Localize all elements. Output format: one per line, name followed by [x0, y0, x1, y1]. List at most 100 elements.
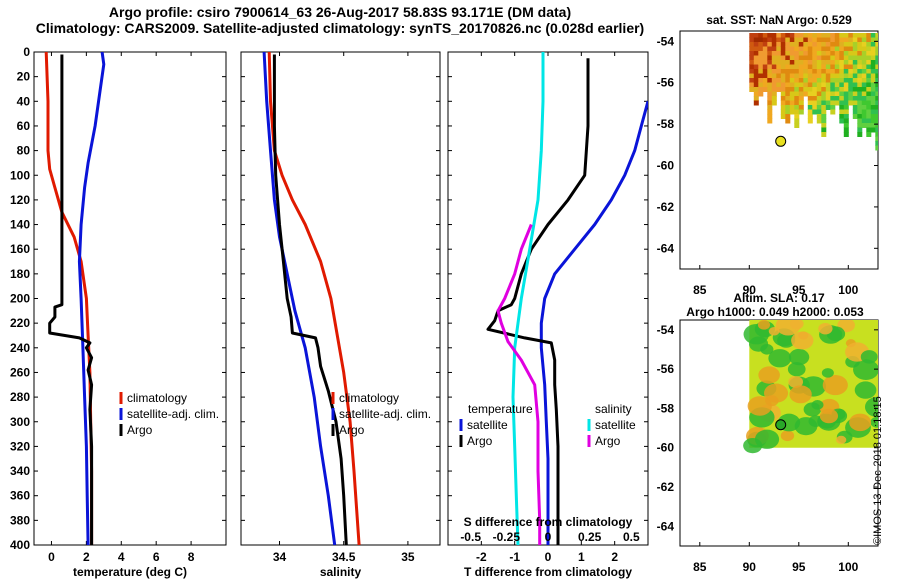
- sst_map-cell: [785, 105, 791, 110]
- sst_map-cell: [852, 33, 858, 38]
- sst_map-cell: [857, 46, 863, 52]
- sst_map-cell: [816, 96, 822, 101]
- sst_map-xtick-label: 95: [792, 283, 806, 297]
- difference-s-tick-label: -0.25: [493, 530, 521, 544]
- depth-tick-label: 240: [10, 341, 30, 355]
- sst_map-cell: [767, 60, 773, 65]
- sst_map-cell: [821, 73, 827, 79]
- sst_map-cell: [875, 87, 878, 92]
- sst-map-title: sat. SST: NaN Argo: 0.529: [706, 13, 852, 27]
- salinity-legend-label: Argo: [339, 423, 365, 437]
- sst_map-cell: [875, 114, 878, 119]
- sst_map-cell: [798, 33, 804, 38]
- sst_map-cell: [834, 73, 840, 79]
- sla_map-argo-marker: [775, 419, 787, 431]
- sst_map-cell: [866, 33, 872, 38]
- sst_map-cell: [866, 91, 872, 97]
- sst_map-cell: [875, 60, 878, 65]
- sst_map-cell: [803, 33, 809, 38]
- sst_map-cell: [767, 87, 773, 92]
- sst_map-cell: [857, 42, 863, 47]
- sla_map-blob: [870, 416, 878, 428]
- sst_map-cell: [870, 82, 876, 88]
- sst_map-cell: [875, 82, 878, 88]
- sst_map-ytick-label: -62: [657, 200, 675, 214]
- sla_map-blob: [818, 322, 833, 335]
- sst_map-cell: [857, 37, 863, 43]
- sst_map-cell: [830, 33, 836, 38]
- sst_map-cell: [821, 33, 827, 38]
- temperature-axes-frame: [33, 51, 227, 546]
- sst_map-cell: [776, 46, 782, 52]
- sst_map-cell: [870, 114, 876, 119]
- difference-s-legend-label: Argo: [595, 434, 621, 448]
- difference-s-tick-label: 0: [545, 530, 552, 544]
- sst_map-cell: [812, 55, 818, 61]
- sst_map-cell: [857, 123, 863, 128]
- sst_map-cell: [852, 114, 858, 119]
- sst_map-cell: [861, 109, 867, 115]
- sst_map-cell: [794, 91, 800, 97]
- sst_map-cell: [762, 33, 768, 38]
- depth-tick-label: 40: [17, 94, 31, 108]
- sst_map-cell: [798, 105, 804, 110]
- sst_map-cell: [852, 73, 858, 79]
- sst_map-cell: [861, 118, 867, 124]
- sst_map-cell: [825, 78, 831, 83]
- sst_map-cell: [848, 69, 854, 74]
- sst_map-cell: [839, 33, 845, 38]
- sst_map-cell: [825, 33, 831, 38]
- sst_map-cell: [875, 118, 878, 124]
- sst_map-cell: [870, 96, 876, 101]
- sst_map-cell: [830, 105, 836, 110]
- sst_map-cell: [870, 46, 876, 52]
- sst_map-cell: [812, 42, 818, 47]
- sst_map-cell: [843, 87, 849, 92]
- sst_map-cell: [753, 82, 759, 88]
- sst_map-cell: [830, 42, 836, 47]
- sst_map-cell: [771, 73, 777, 79]
- sst_map-cell: [794, 37, 800, 43]
- sst_map-cell: [821, 109, 827, 115]
- sst_map-cell: [834, 96, 840, 101]
- sst_map-cell: [866, 42, 872, 47]
- sst_map-cell: [834, 55, 840, 61]
- sst_map-cell: [803, 64, 809, 70]
- difference-series-salinity-satellite: [511, 52, 545, 545]
- sst_map-cell: [758, 78, 764, 83]
- sst_map-cell: [780, 37, 786, 43]
- sst_map-cell: [825, 51, 831, 56]
- temperature-xlabel: temperature (deg C): [73, 565, 187, 579]
- sst_map-cell: [794, 123, 800, 128]
- sst_map-cell: [794, 64, 800, 70]
- sst_map-cell: [771, 96, 777, 101]
- temperature-xtick-label: 4: [118, 550, 125, 564]
- sst_map-cell: [807, 114, 813, 119]
- sst_map-cell: [758, 69, 764, 74]
- sst_map-cell: [807, 87, 813, 92]
- difference-s-tick-label: 0.5: [623, 530, 640, 544]
- sst_map-cell: [767, 100, 773, 106]
- sst_map-cell: [861, 78, 867, 83]
- sst_map-cell: [789, 96, 795, 101]
- sla_map-blob: [789, 385, 812, 404]
- sst_map-cell: [843, 55, 849, 61]
- sst_map-cell: [848, 91, 854, 97]
- sst_map-cell: [861, 37, 867, 43]
- sst_map-cell: [834, 60, 840, 65]
- sst_map-cell: [794, 100, 800, 106]
- temperature-legend-label: satellite-adj. clim.: [127, 407, 219, 421]
- sst_map-cell: [767, 114, 773, 119]
- sst_map-cell: [798, 69, 804, 74]
- depth-tick-label: 120: [10, 193, 30, 207]
- sst_map-cell: [821, 100, 827, 106]
- sst_map-cell: [848, 33, 854, 38]
- sst_map-cell: [749, 51, 755, 56]
- sst_map-cell: [789, 55, 795, 61]
- difference-series-salinity-argo: [496, 223, 542, 545]
- sst_map-cell: [839, 69, 845, 74]
- sst_map-cell: [839, 118, 845, 124]
- sst_map-cell: [870, 69, 876, 74]
- sst_map-cell: [866, 37, 872, 43]
- sst_map-cell: [843, 46, 849, 52]
